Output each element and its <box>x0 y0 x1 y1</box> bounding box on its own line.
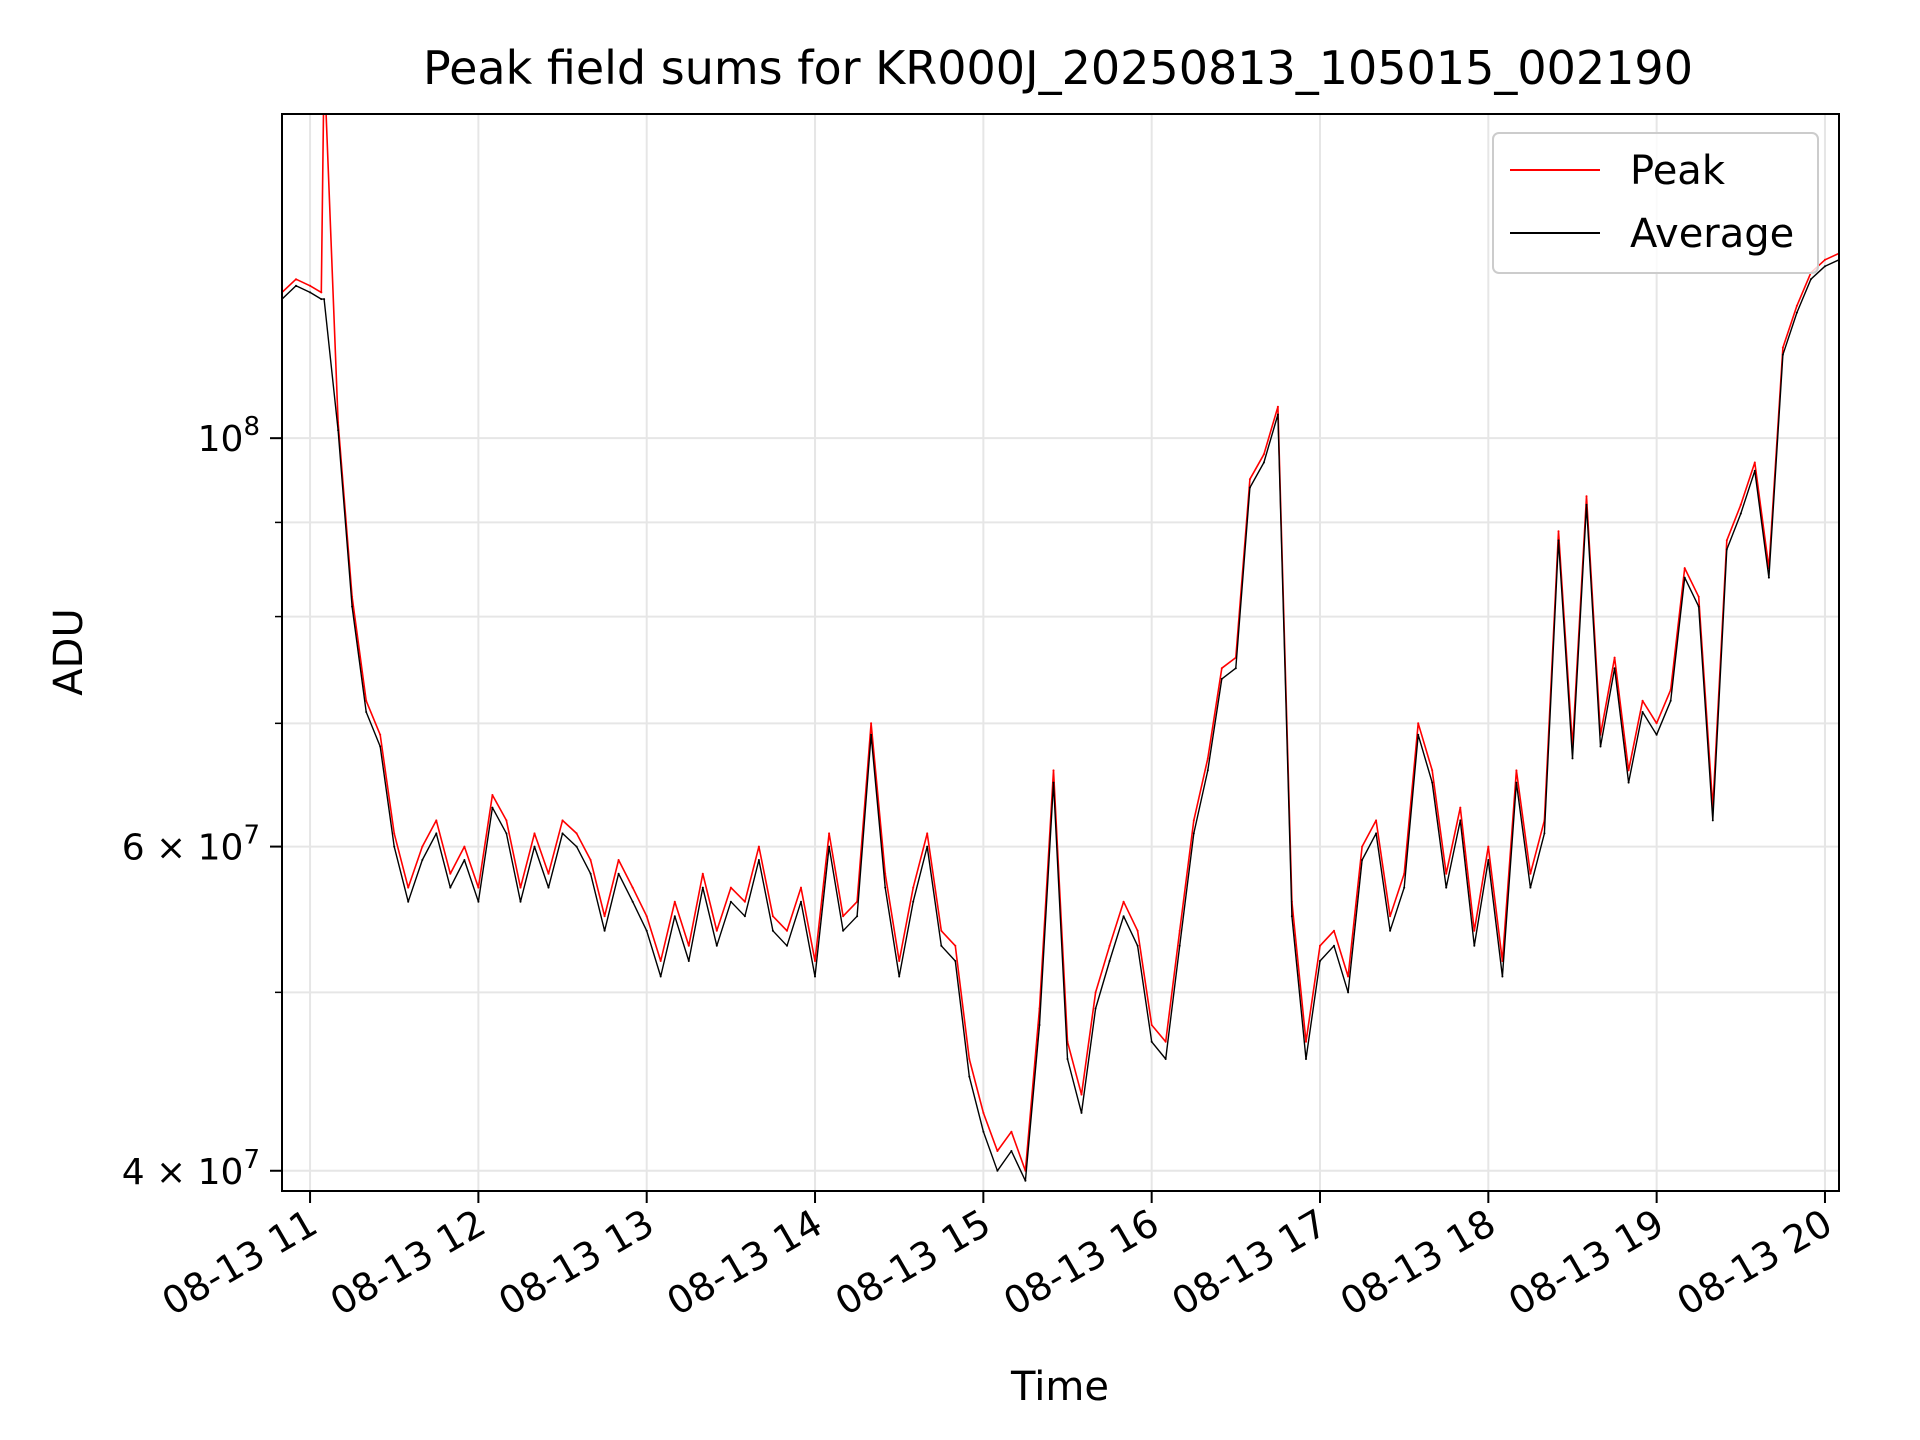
legend: Peak Average <box>1492 132 1819 274</box>
series-average <box>282 258 1839 1182</box>
chart-title: Peak field sums for KR000J_20250813_1050… <box>423 41 1693 95</box>
plot-area-frame <box>281 113 1840 1192</box>
grid-lines <box>282 114 1839 1191</box>
legend-label-peak: Peak <box>1630 148 1726 194</box>
y-tick-label: 6 × 107 <box>122 821 260 869</box>
y-tick-label: 4 × 107 <box>122 1145 260 1193</box>
x-axis-label: Time <box>1010 1364 1109 1410</box>
plot-series <box>282 114 1839 1182</box>
series-line-average <box>282 259 1839 1182</box>
y-axis-label: ADU <box>46 608 92 695</box>
legend-label-average: Average <box>1630 211 1794 257</box>
legend-box <box>1492 132 1819 274</box>
